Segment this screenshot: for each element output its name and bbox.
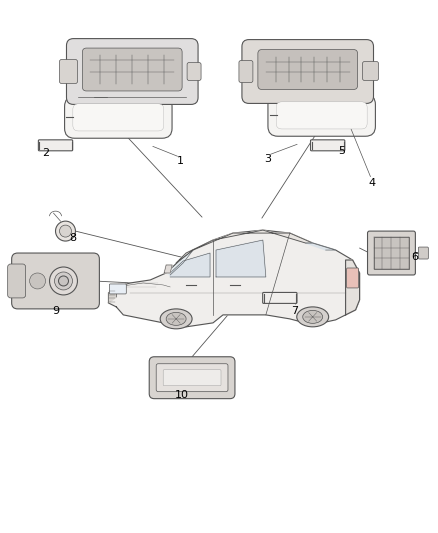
- Text: 6: 6: [411, 252, 418, 262]
- Text: 4: 4: [368, 178, 375, 188]
- Ellipse shape: [54, 272, 72, 290]
- Text: 8: 8: [69, 233, 76, 243]
- FancyBboxPatch shape: [73, 104, 164, 131]
- FancyBboxPatch shape: [311, 140, 345, 151]
- FancyBboxPatch shape: [64, 96, 172, 138]
- Text: 10: 10: [175, 390, 189, 400]
- Text: 2: 2: [42, 148, 49, 158]
- FancyBboxPatch shape: [239, 61, 253, 83]
- Polygon shape: [306, 243, 336, 250]
- Polygon shape: [346, 260, 360, 315]
- Text: 9: 9: [52, 306, 59, 316]
- Text: 7: 7: [291, 306, 298, 316]
- FancyBboxPatch shape: [367, 231, 415, 275]
- FancyBboxPatch shape: [418, 247, 428, 259]
- FancyBboxPatch shape: [149, 357, 235, 399]
- FancyBboxPatch shape: [163, 370, 221, 386]
- Ellipse shape: [160, 309, 192, 329]
- Bar: [374, 237, 410, 269]
- FancyBboxPatch shape: [268, 94, 375, 136]
- Ellipse shape: [59, 276, 68, 286]
- Ellipse shape: [56, 221, 75, 241]
- FancyBboxPatch shape: [60, 60, 78, 84]
- Polygon shape: [170, 253, 210, 277]
- Text: 3: 3: [265, 154, 272, 164]
- FancyBboxPatch shape: [82, 48, 182, 91]
- FancyBboxPatch shape: [276, 102, 367, 129]
- Text: 5: 5: [338, 146, 345, 156]
- Text: 1: 1: [177, 156, 184, 166]
- Ellipse shape: [303, 310, 323, 324]
- Polygon shape: [164, 265, 172, 273]
- FancyBboxPatch shape: [39, 140, 73, 151]
- FancyBboxPatch shape: [12, 253, 99, 309]
- Ellipse shape: [60, 225, 71, 237]
- FancyBboxPatch shape: [67, 38, 198, 104]
- Polygon shape: [216, 240, 266, 277]
- FancyBboxPatch shape: [187, 62, 201, 80]
- FancyBboxPatch shape: [346, 268, 359, 288]
- Polygon shape: [108, 287, 117, 303]
- FancyBboxPatch shape: [363, 61, 378, 80]
- FancyBboxPatch shape: [110, 284, 126, 294]
- Polygon shape: [108, 230, 360, 327]
- Polygon shape: [176, 230, 313, 263]
- FancyBboxPatch shape: [156, 364, 228, 392]
- FancyBboxPatch shape: [263, 293, 297, 303]
- Ellipse shape: [30, 273, 46, 289]
- FancyBboxPatch shape: [258, 50, 357, 90]
- Polygon shape: [166, 250, 193, 275]
- Ellipse shape: [297, 307, 328, 327]
- Ellipse shape: [166, 312, 186, 325]
- Ellipse shape: [49, 267, 78, 295]
- FancyBboxPatch shape: [8, 264, 25, 298]
- FancyBboxPatch shape: [242, 39, 374, 103]
